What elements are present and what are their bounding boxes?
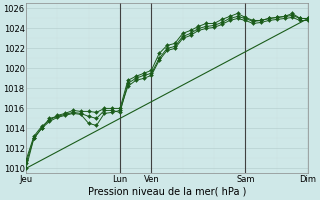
X-axis label: Pression niveau de la mer( hPa ): Pression niveau de la mer( hPa ) bbox=[88, 187, 246, 197]
